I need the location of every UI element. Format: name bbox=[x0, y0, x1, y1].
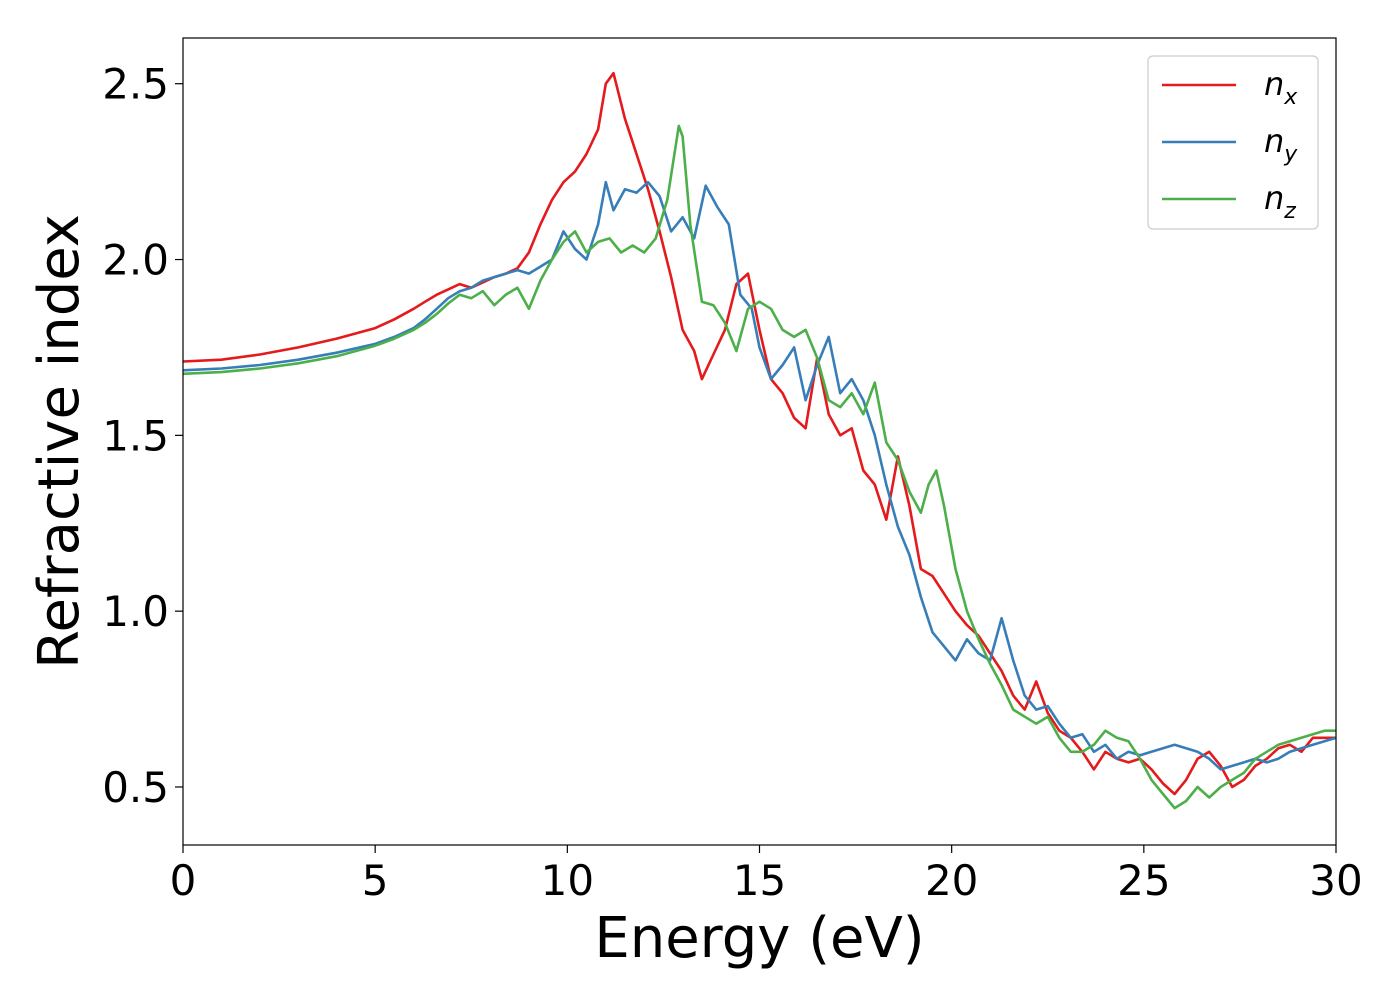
y-axis-label: Refractive index bbox=[27, 214, 92, 669]
x-tick-label: 10 bbox=[541, 856, 594, 905]
x-tick-label: 20 bbox=[925, 856, 978, 905]
x-axis-label: Energy (eV) bbox=[594, 906, 924, 971]
y-tick-label: 0.5 bbox=[102, 763, 169, 812]
x-tick-label: 5 bbox=[362, 856, 389, 905]
legend: nx ny nz bbox=[1147, 55, 1319, 230]
x-tick-label: 25 bbox=[1117, 856, 1170, 905]
x-tick-label: 15 bbox=[733, 856, 786, 905]
y-tick-label: 1.5 bbox=[102, 411, 169, 460]
legend-label-x: nx bbox=[1264, 65, 1298, 110]
series-line-y bbox=[183, 180, 1336, 771]
y-tick-label: 1.0 bbox=[102, 587, 169, 636]
legend-label-y: ny bbox=[1264, 122, 1298, 167]
y-axis-ticks: 0.5 1.0 1.5 2.0 2.5 bbox=[102, 60, 183, 812]
x-tick-label: 30 bbox=[1309, 856, 1362, 905]
x-axis-ticks: 0 5 10 15 20 25 30 bbox=[170, 845, 1363, 905]
legend-label-z: nz bbox=[1264, 179, 1296, 224]
x-tick-label: 0 bbox=[170, 856, 197, 905]
y-tick-label: 2.0 bbox=[102, 236, 169, 285]
y-tick-label: 2.5 bbox=[102, 60, 169, 109]
plot-lines bbox=[183, 71, 1336, 810]
series-line-z bbox=[183, 124, 1336, 810]
